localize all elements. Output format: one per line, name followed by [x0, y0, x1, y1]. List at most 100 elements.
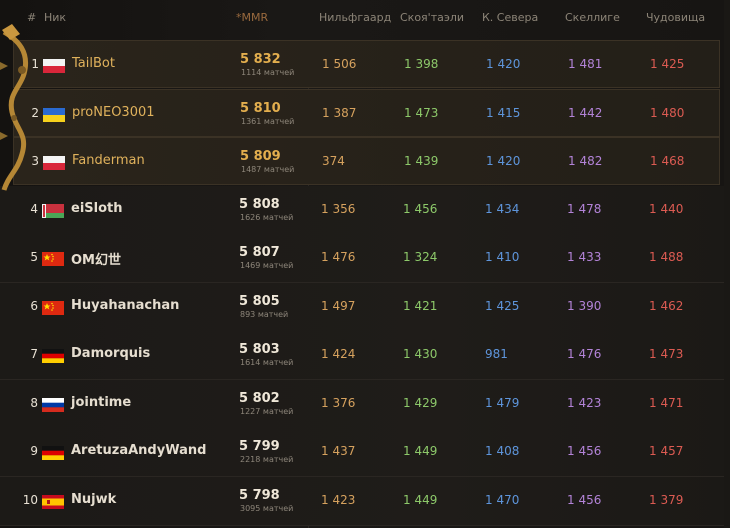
flag-poland-icon	[43, 58, 65, 73]
player-name[interactable]: AretuzaAndyWand	[71, 443, 207, 458]
header-nilfgaard[interactable]: Нильфгаард	[319, 11, 392, 24]
skellige-score: 1 482	[568, 154, 603, 168]
mmr-value: 5 807	[239, 245, 280, 260]
skellige-score: 1 433	[567, 250, 602, 264]
scoiatael-score: 1 429	[403, 395, 438, 410]
player-name[interactable]: OM幻世	[71, 253, 121, 268]
northern-realms-score: 1 470	[485, 492, 520, 507]
mmr-value: 5 810	[240, 100, 281, 116]
flag-china-icon	[42, 300, 64, 315]
player-name[interactable]: proNEO3001	[72, 104, 155, 120]
table-row[interactable]: 9 AretuzaAndyWand 5 799 2218 матчей 1 43…	[0, 428, 730, 477]
header-skellige[interactable]: Скеллиге	[565, 11, 620, 24]
nilfgaard-score: 1 424	[321, 347, 356, 361]
northern-realms-score: 1 420	[486, 57, 521, 71]
scoiatael-score: 1 324	[403, 250, 438, 264]
table-row[interactable]: 8 jointime 5 802 1227 матчей 1 376 1 429…	[0, 379, 730, 429]
scoiatael-score: 1 421	[403, 298, 438, 313]
table-row[interactable]: 10 Nujwk 5 798 3095 матчей 1 423 1 449 1…	[0, 476, 730, 526]
player-name[interactable]: Nujwk	[71, 491, 117, 507]
table-row[interactable]: 4 eiSloth 5 808 1626 матчей 1 356 1 456 …	[0, 185, 730, 235]
crest-ornament-icon	[0, 24, 28, 191]
matches-count: 1487 матчей	[241, 165, 295, 174]
header-monsters[interactable]: Чудовища	[646, 11, 706, 24]
scoiatael-score: 1 456	[403, 201, 438, 216]
skellige-score: 1 390	[567, 298, 602, 313]
header-nick[interactable]: Ник	[44, 11, 67, 24]
northern-realms-score: 1 425	[485, 298, 520, 313]
nilfgaard-score: 374	[322, 154, 345, 168]
mmr-value: 5 803	[239, 342, 280, 357]
scoiatael-score: 1 398	[404, 57, 439, 71]
table-row[interactable]: 3 Fanderman 5 809 1487 матчей 374 1 439 …	[13, 137, 720, 185]
monsters-score: 1 488	[649, 250, 684, 264]
northern-realms-score: 1 434	[485, 201, 520, 216]
matches-count: 893 матчей	[240, 309, 289, 319]
flag-spain-icon	[42, 494, 64, 509]
mmr-value: 5 809	[240, 149, 281, 164]
northern-realms-score: 981	[485, 347, 508, 361]
scoiatael-score: 1 430	[403, 347, 438, 361]
rank: 7	[30, 347, 38, 361]
header-northern-realms[interactable]: К. Севера	[482, 11, 539, 24]
scoiatael-score: 1 439	[404, 154, 439, 168]
nilfgaard-score: 1 376	[321, 395, 356, 410]
player-name[interactable]: TailBot	[72, 56, 115, 71]
table-header: # Ник *MMR Нильфгаард Скоя'таэли К. Севе…	[0, 0, 730, 40]
skellige-score: 1 423	[567, 395, 602, 410]
skellige-score: 1 481	[568, 57, 603, 71]
mmr-value: 5 799	[239, 439, 280, 454]
player-name[interactable]: jointime	[71, 394, 132, 410]
scoiatael-score: 1 473	[404, 105, 439, 120]
player-name[interactable]: Fanderman	[72, 153, 145, 168]
monsters-score: 1 471	[649, 395, 684, 410]
matches-count: 1361 матчей	[241, 116, 295, 126]
rank: 3	[31, 154, 39, 168]
table-row[interactable]: 1 TailBot 5 832 1114 матчей 1 506 1 398 …	[13, 40, 720, 88]
monsters-score: 1 379	[649, 492, 684, 507]
rank: 4	[30, 201, 38, 216]
matches-count: 2218 матчей	[240, 455, 294, 464]
nilfgaard-score: 1 476	[321, 250, 356, 264]
matches-count: 1114 матчей	[241, 68, 295, 77]
flag-belarus-icon	[42, 203, 64, 218]
player-name[interactable]: eiSloth	[71, 200, 123, 216]
rank: 8	[30, 395, 38, 410]
rank: 10	[22, 492, 38, 507]
table-row[interactable]: 2 proNEO3001 5 810 1361 матчей 1 387 1 4…	[13, 88, 720, 137]
skellige-score: 1 456	[567, 444, 602, 458]
northern-realms-score: 1 410	[485, 250, 520, 264]
skellige-score: 1 478	[567, 201, 602, 216]
rank: 6	[30, 298, 38, 313]
mmr-value: 5 802	[239, 390, 280, 406]
mmr-value: 5 805	[239, 293, 280, 309]
table-row[interactable]: 5 OM幻世 5 807 1469 матчей 1 476 1 324 1 4…	[0, 234, 730, 283]
matches-count: 1227 матчей	[240, 406, 294, 416]
monsters-score: 1 473	[649, 347, 684, 361]
northern-realms-score: 1 415	[486, 105, 521, 120]
northern-realms-score: 1 479	[485, 395, 520, 410]
rank: 1	[31, 57, 39, 71]
header-rank: #	[27, 11, 37, 24]
table-row[interactable]: 6 Huyahanachan 5 805 893 матчей 1 497 1 …	[0, 282, 730, 332]
header-scoiatael[interactable]: Скоя'таэли	[400, 11, 465, 24]
player-name[interactable]: Huyahanachan	[71, 297, 180, 313]
nilfgaard-score: 1 506	[322, 57, 357, 71]
flag-china-icon	[42, 251, 64, 266]
northern-realms-score: 1 420	[486, 154, 521, 168]
rank: 9	[30, 444, 38, 458]
nilfgaard-score: 1 387	[322, 105, 357, 120]
nilfgaard-score: 1 497	[321, 298, 356, 313]
header-mmr[interactable]: *MMR	[236, 11, 269, 24]
nilfgaard-score: 1 423	[321, 492, 356, 507]
table-row[interactable]: 7 Damorquis 5 803 1614 матчей 1 424 1 43…	[0, 331, 730, 380]
skellige-score: 1 442	[568, 105, 603, 120]
nilfgaard-score: 1 356	[321, 201, 356, 216]
monsters-score: 1 468	[650, 154, 685, 168]
mmr-value: 5 798	[239, 487, 280, 503]
player-name[interactable]: Damorquis	[71, 346, 151, 361]
matches-count: 1614 матчей	[240, 358, 294, 367]
nilfgaard-score: 1 437	[321, 444, 356, 458]
rank: 5	[30, 250, 38, 264]
